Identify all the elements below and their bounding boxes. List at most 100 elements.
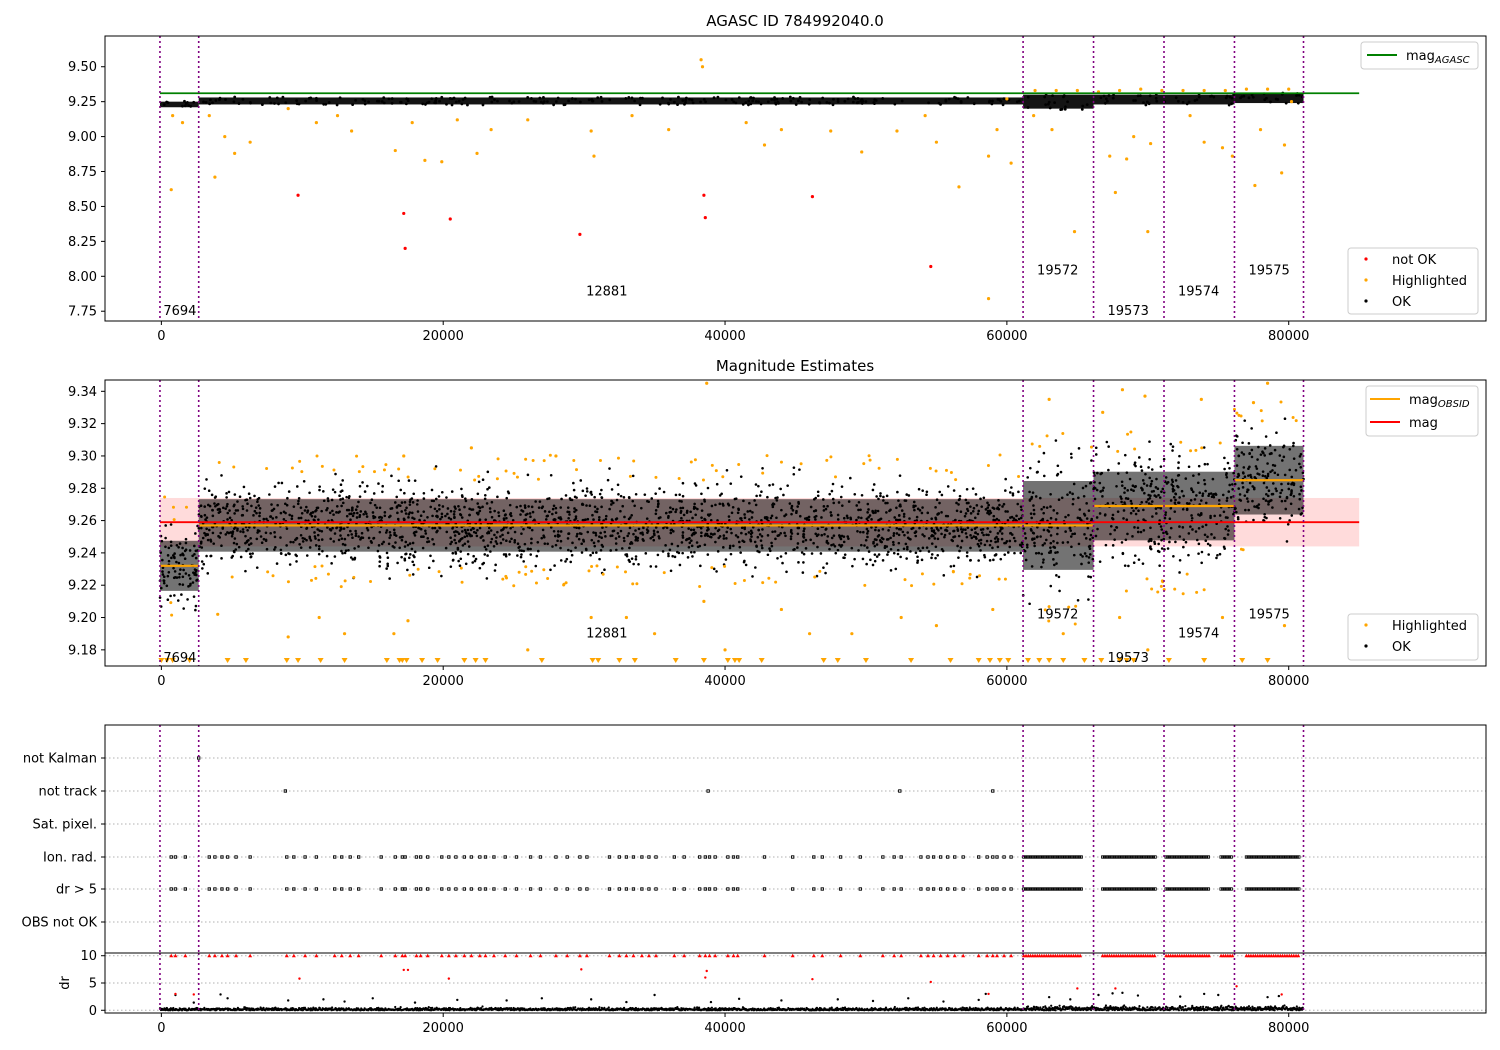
x-tick-label: 0 <box>157 329 165 344</box>
ok-point <box>260 103 264 107</box>
ok-point <box>840 485 844 488</box>
ok-point <box>1017 490 1020 494</box>
ok-point <box>674 493 678 497</box>
highlighted-point <box>1200 446 1204 450</box>
ok-point <box>925 490 929 494</box>
ok-point <box>1077 447 1081 450</box>
y-tick-label: 9.34 <box>68 385 97 400</box>
ok-point <box>598 557 601 561</box>
ok-point <box>830 489 834 493</box>
ok-point <box>843 99 847 103</box>
ok-point <box>331 488 335 491</box>
highlighted-point <box>526 648 530 652</box>
ok-point <box>361 481 364 484</box>
ok-point <box>855 101 859 105</box>
ok-points-band <box>198 97 1024 105</box>
ok-point <box>214 99 218 102</box>
ok-point <box>751 99 755 103</box>
highlighted-point <box>320 464 324 468</box>
ok-point <box>358 484 362 488</box>
highlighted-point <box>833 475 837 479</box>
highlighted-point <box>761 581 765 585</box>
ok-point <box>358 495 362 498</box>
highlighted-point <box>1150 587 1154 591</box>
ok-point <box>407 479 411 482</box>
ok-point <box>654 492 657 495</box>
ok-point <box>412 492 416 496</box>
ok-point <box>789 99 793 103</box>
ok-point <box>681 99 685 102</box>
highlighted-point <box>1260 419 1264 423</box>
ok-point <box>450 97 454 101</box>
ok-point <box>591 551 595 555</box>
ok-point <box>1296 101 1300 105</box>
ok-point <box>273 485 277 488</box>
obsid-label: 19573 <box>1108 651 1149 666</box>
ok-point <box>875 495 878 498</box>
highlighted-point <box>986 154 991 158</box>
ok-point <box>1076 599 1080 602</box>
ok-point <box>205 554 208 558</box>
ok-point <box>688 97 691 101</box>
ok-point <box>375 99 379 103</box>
ok-point <box>325 554 329 558</box>
ok-point <box>248 552 252 556</box>
ok-point <box>239 555 243 559</box>
ok-point <box>248 496 252 500</box>
highlighted-point <box>813 575 817 579</box>
ok-point <box>969 558 972 562</box>
ok-point <box>1206 542 1210 546</box>
ok-point <box>662 490 666 494</box>
ok-point <box>1137 456 1141 459</box>
ok-point <box>477 480 481 484</box>
ok-point <box>385 551 389 555</box>
highlighted-point <box>1089 445 1093 449</box>
ok-point <box>381 490 384 494</box>
ok-point <box>242 485 246 489</box>
ok-point <box>927 101 930 105</box>
ok-point <box>516 554 519 557</box>
ok-point <box>1133 463 1136 466</box>
ok-point <box>785 570 788 574</box>
ok-point <box>353 556 357 560</box>
dr-ok-point <box>574 1006 577 1009</box>
highlighted-point <box>932 582 936 586</box>
agasc-magnitude-panel: 0 20000 40000 60000 800007.758.008.258.508.7… <box>68 12 1487 344</box>
ok-point <box>185 100 189 104</box>
ok-point <box>1197 95 1201 99</box>
flag-category-label: OBS not OK <box>22 916 98 931</box>
ok-point <box>434 99 438 103</box>
ok-point <box>590 493 594 496</box>
ok-point <box>1200 561 1203 565</box>
ok-point <box>905 493 909 496</box>
ok-point <box>853 97 857 100</box>
ok-point <box>760 490 763 494</box>
ok-point <box>430 488 434 492</box>
ok-point <box>634 557 638 561</box>
ok-point <box>800 100 804 104</box>
ok-point <box>542 95 545 99</box>
ok-point <box>251 552 254 555</box>
highlighted-point <box>779 607 784 612</box>
y-tick-label: 9.22 <box>68 579 97 594</box>
ok-point <box>871 488 875 492</box>
ok-point <box>846 97 850 101</box>
dr-ok-point <box>459 1007 462 1010</box>
ok-point <box>451 551 455 555</box>
highlighted-point <box>923 114 927 118</box>
ok-point <box>1141 562 1145 565</box>
ok-point <box>1241 441 1244 445</box>
ok-point <box>656 553 660 557</box>
highlighted-point <box>230 575 234 579</box>
ok-point <box>956 97 960 101</box>
highlighted-point <box>1259 409 1263 413</box>
ok-point <box>534 564 538 568</box>
ok-point <box>1226 461 1230 465</box>
ok-point <box>1197 464 1201 468</box>
highlighted-point <box>1143 394 1147 398</box>
ok-point <box>1057 575 1061 579</box>
highlighted-point <box>495 477 499 481</box>
ok-point <box>343 551 347 555</box>
ok-point <box>875 555 879 558</box>
ok-point <box>440 574 443 578</box>
